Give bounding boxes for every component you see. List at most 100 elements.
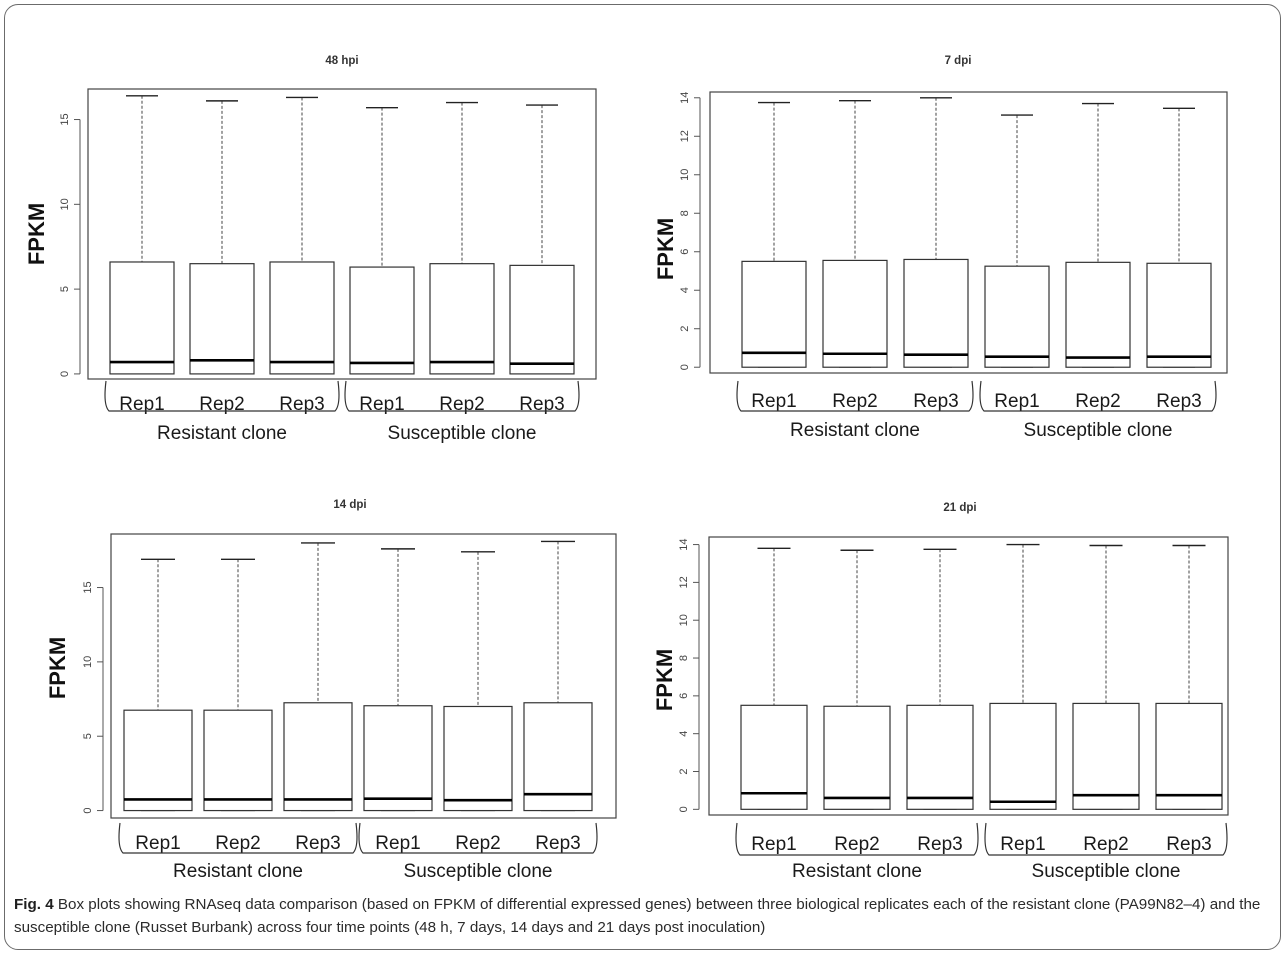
- replicate-label: Rep3: [917, 834, 962, 855]
- y-tick-label: 2: [678, 768, 690, 774]
- y-tick-label: 0: [679, 364, 691, 370]
- y-axis-label: FPKM: [45, 637, 70, 699]
- box-iqr: [906, 704, 974, 810]
- y-tick-label: 0: [678, 806, 690, 812]
- panel-title: 14 dpi: [333, 499, 366, 511]
- replicate-label: Rep2: [1083, 834, 1128, 855]
- y-tick-label: 10: [82, 656, 94, 668]
- box-iqr: [741, 260, 807, 368]
- y-tick-label: 0: [59, 371, 71, 377]
- plot-frame: [709, 91, 1228, 374]
- box-iqr: [109, 261, 175, 375]
- box-iqr: [903, 258, 969, 368]
- replicate-label: Rep1: [375, 833, 420, 854]
- y-tick-label: 14: [678, 538, 690, 550]
- replicate-label: Rep3: [519, 394, 564, 415]
- group-label: Susceptible clone: [388, 423, 537, 444]
- group-bracket: [358, 822, 598, 854]
- replicate-label: Rep1: [751, 391, 796, 412]
- replicate-label: Rep2: [215, 833, 260, 854]
- caption-text: Box plots showing RNAseq data comparison…: [14, 896, 1261, 936]
- replicate-label: Rep1: [135, 833, 180, 854]
- group-bracket: [735, 822, 979, 856]
- replicate-label: Rep3: [535, 833, 580, 854]
- y-tick-label: 12: [679, 130, 691, 142]
- panel-4: 21 dpi 0 2 4 6 8 10 12 14 FPKM Rep1 Rep2 Rep3 Rep1 Rep…: [652, 502, 1229, 882]
- replicate-label: Rep2: [439, 394, 484, 415]
- y-tick-label: 14: [679, 92, 691, 104]
- y-tick-label: 0: [82, 808, 94, 814]
- replicate-label: Rep3: [279, 394, 324, 415]
- box-iqr: [822, 259, 888, 368]
- replicate-label: Rep2: [1075, 391, 1120, 412]
- panel-1: 48 hpi 0 5 10 15 FPKM Rep1 Rep2 Rep3 Rep1 Rep2 Rep3…: [24, 55, 597, 444]
- replicate-label: Rep2: [832, 391, 877, 412]
- box-iqr: [509, 264, 575, 375]
- box-iqr: [123, 709, 193, 812]
- replicate-label: Rep1: [359, 394, 404, 415]
- panel-2: 7 dpi 0 2 4 6 8 10 12 14 FPKM Rep1 Rep2 Rep3 Rep1 Rep2…: [653, 55, 1228, 441]
- group-bracket: [104, 380, 340, 412]
- replicate-label: Rep2: [834, 834, 879, 855]
- group-label: Resistant clone: [157, 423, 287, 444]
- group-bracket: [118, 822, 358, 854]
- group-label: Susceptible clone: [1032, 861, 1181, 882]
- y-tick-label: 15: [59, 113, 71, 125]
- panel-title: 7 dpi: [945, 55, 972, 67]
- group-label: Susceptible clone: [1024, 420, 1173, 441]
- y-axis-label: FPKM: [652, 649, 677, 711]
- group-bracket: [736, 380, 974, 412]
- y-tick-label: 6: [679, 249, 691, 255]
- replicate-label: Rep1: [994, 391, 1039, 412]
- replicate-label: Rep3: [1166, 834, 1211, 855]
- box-iqr: [269, 261, 335, 375]
- plot-frame: [87, 88, 597, 380]
- y-axis-label: FPKM: [653, 218, 678, 280]
- y-tick-label: 2: [679, 326, 691, 332]
- box-iqr: [1065, 261, 1131, 368]
- y-tick-label: 10: [59, 198, 71, 210]
- box-iqr: [189, 263, 255, 375]
- replicate-label: Rep1: [1000, 834, 1045, 855]
- group-label: Resistant clone: [173, 861, 303, 882]
- panel-title: 48 hpi: [325, 55, 358, 67]
- y-tick-label: 10: [679, 169, 691, 181]
- plot-frame: [110, 533, 617, 819]
- box-iqr: [989, 702, 1057, 810]
- replicate-label: Rep3: [295, 833, 340, 854]
- box-iqr: [363, 705, 433, 812]
- box-iqr: [523, 702, 593, 812]
- y-tick-label: 12: [678, 576, 690, 588]
- y-tick-label: 6: [678, 693, 690, 699]
- caption-label: Fig. 4: [14, 896, 54, 913]
- y-tick-label: 4: [678, 731, 690, 737]
- box-iqr: [443, 705, 513, 812]
- group-label: Resistant clone: [792, 861, 922, 882]
- replicate-label: Rep2: [455, 833, 500, 854]
- y-tick-label: 15: [82, 581, 94, 593]
- replicate-label: Rep2: [199, 394, 244, 415]
- group-label: Resistant clone: [790, 420, 920, 441]
- box-iqr: [203, 709, 273, 812]
- plot-frame: [708, 536, 1229, 816]
- box-iqr: [1072, 702, 1140, 810]
- figure-caption: Fig. 4 Box plots showing RNAseq data com…: [14, 893, 1272, 939]
- box-iqr: [283, 702, 353, 812]
- replicate-label: Rep1: [751, 834, 796, 855]
- box-iqr: [429, 263, 495, 375]
- box-iqr: [984, 265, 1050, 368]
- y-tick-label: 10: [678, 614, 690, 626]
- y-tick-label: 5: [59, 286, 71, 292]
- group-bracket: [984, 822, 1228, 856]
- group-label: Susceptible clone: [404, 861, 553, 882]
- box-iqr: [349, 266, 415, 375]
- y-tick-label: 4: [679, 287, 691, 293]
- replicate-label: Rep3: [913, 391, 958, 412]
- panel-title: 21 dpi: [943, 502, 976, 514]
- replicate-label: Rep3: [1156, 391, 1201, 412]
- y-tick-label: 5: [82, 733, 94, 739]
- group-bracket: [979, 380, 1217, 412]
- y-tick-label: 8: [679, 210, 691, 216]
- group-bracket: [344, 380, 580, 412]
- box-iqr: [823, 705, 891, 810]
